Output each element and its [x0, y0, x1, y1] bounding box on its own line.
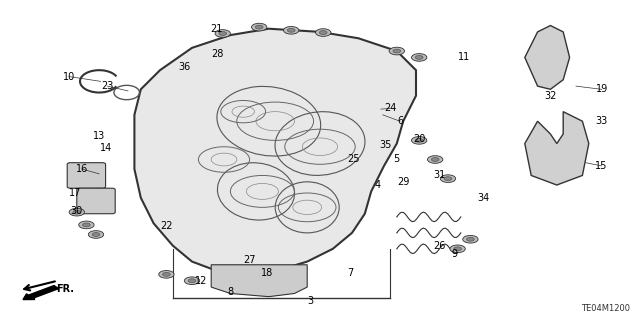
Circle shape	[444, 177, 452, 181]
Text: 29: 29	[397, 177, 410, 187]
Text: 32: 32	[544, 91, 557, 101]
Circle shape	[415, 138, 423, 142]
Text: 35: 35	[379, 140, 392, 150]
Circle shape	[73, 210, 81, 214]
Text: 9: 9	[451, 249, 458, 259]
Text: 12: 12	[195, 276, 208, 286]
Text: 17: 17	[69, 188, 82, 198]
Circle shape	[219, 32, 227, 35]
Text: 7: 7	[348, 268, 354, 278]
Text: 15: 15	[595, 161, 608, 171]
Circle shape	[159, 271, 174, 278]
Circle shape	[450, 245, 465, 253]
Polygon shape	[211, 265, 307, 297]
Text: 10: 10	[63, 71, 76, 82]
Circle shape	[393, 49, 401, 53]
Text: 5: 5	[394, 154, 400, 165]
Circle shape	[69, 208, 84, 216]
Text: 33: 33	[595, 116, 608, 126]
Circle shape	[463, 235, 478, 243]
Polygon shape	[525, 112, 589, 185]
Text: 6: 6	[397, 116, 403, 126]
Text: 20: 20	[413, 134, 426, 144]
Text: 3: 3	[307, 296, 314, 307]
Circle shape	[88, 231, 104, 238]
Polygon shape	[134, 29, 416, 274]
Circle shape	[188, 279, 196, 283]
Text: 30: 30	[70, 205, 83, 216]
Circle shape	[454, 247, 461, 251]
FancyBboxPatch shape	[67, 163, 106, 188]
Circle shape	[319, 31, 327, 34]
Circle shape	[389, 47, 404, 55]
Circle shape	[252, 23, 267, 31]
Text: 23: 23	[101, 81, 114, 91]
Text: 13: 13	[93, 130, 106, 141]
Circle shape	[412, 137, 427, 144]
Circle shape	[79, 221, 94, 229]
Circle shape	[215, 30, 230, 37]
Text: 14: 14	[99, 143, 112, 153]
Text: 26: 26	[433, 241, 446, 251]
Text: 8: 8	[227, 287, 234, 297]
Text: 28: 28	[211, 49, 224, 59]
Text: FR.: FR.	[56, 284, 74, 294]
Text: TE04M1200: TE04M1200	[581, 304, 630, 313]
Circle shape	[428, 156, 443, 163]
Circle shape	[92, 233, 100, 236]
Circle shape	[163, 272, 170, 276]
Circle shape	[412, 54, 427, 61]
Text: 21: 21	[210, 24, 223, 34]
Circle shape	[440, 175, 456, 182]
Polygon shape	[525, 26, 570, 89]
Text: 36: 36	[178, 62, 191, 72]
Circle shape	[184, 277, 200, 285]
Text: 27: 27	[243, 255, 256, 265]
FancyBboxPatch shape	[77, 188, 115, 214]
Circle shape	[316, 29, 331, 36]
Text: 18: 18	[261, 268, 274, 278]
Text: 31: 31	[433, 170, 446, 181]
Circle shape	[284, 26, 299, 34]
Circle shape	[431, 158, 439, 161]
Text: 4: 4	[374, 180, 381, 190]
Circle shape	[467, 237, 474, 241]
Circle shape	[287, 28, 295, 32]
Circle shape	[415, 56, 423, 59]
Text: 24: 24	[384, 103, 397, 114]
FancyArrow shape	[23, 286, 59, 300]
Text: 25: 25	[348, 154, 360, 165]
Text: 16: 16	[76, 164, 88, 174]
Circle shape	[255, 25, 263, 29]
Circle shape	[83, 223, 90, 227]
Text: 19: 19	[595, 84, 608, 94]
Text: 22: 22	[160, 221, 173, 232]
Text: 11: 11	[458, 52, 470, 63]
Text: 34: 34	[477, 193, 490, 203]
